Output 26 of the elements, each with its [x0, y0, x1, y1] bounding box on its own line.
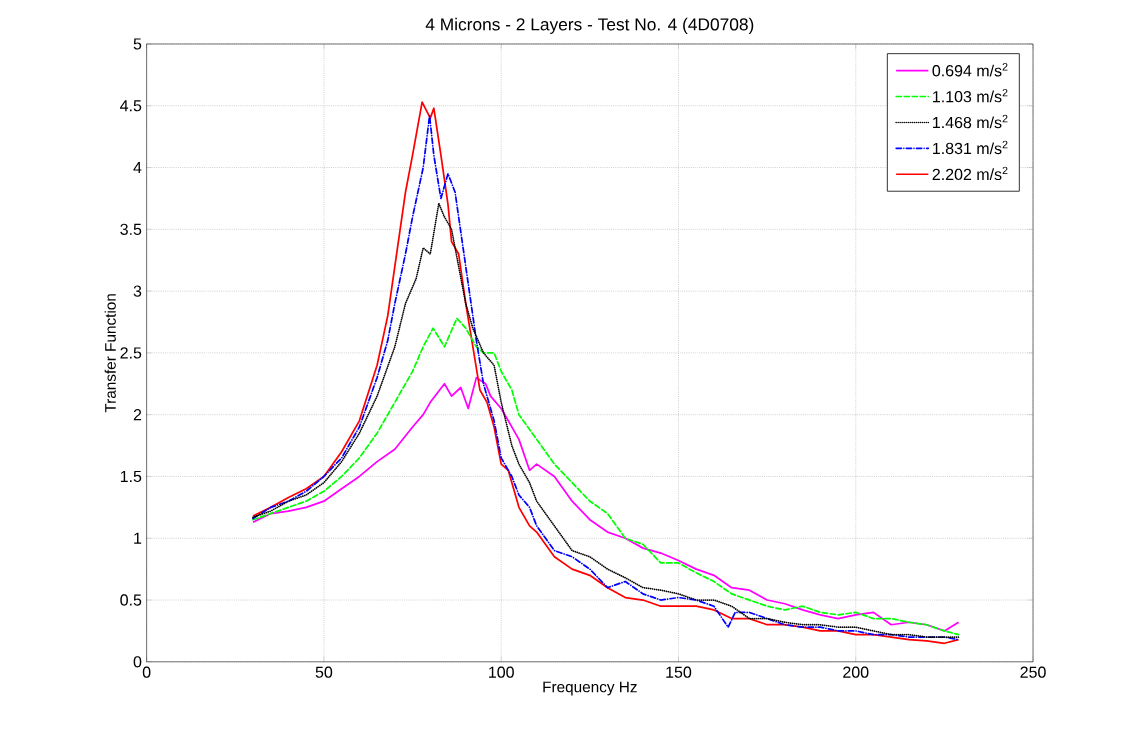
y-tick-label: 3.5 — [120, 223, 142, 236]
y-tick-label: 0 — [133, 656, 142, 668]
legend-label: 0.694 m/s$^{2}$ — [932, 63, 1008, 77]
y-axis-title: Transfer Function — [104, 294, 116, 413]
x-tick-label: 150 — [666, 666, 692, 678]
x-axis-title: Frequency Hz — [543, 681, 637, 696]
chart-title: 4 Microns - 2 Layers - Test No. 4 (4D0708) — [425, 17, 754, 35]
legend-label: 2.202 m/s$^{2}$ — [932, 166, 1008, 181]
y-tick-label: 2.5 — [120, 347, 142, 359]
x-tick-label: 250 — [1020, 666, 1046, 678]
legend-label: 1.831 m/s$^{2}$ — [933, 140, 1008, 155]
x-tick-label: 100 — [489, 666, 514, 678]
legend-label: 1.468 m/s$^{2}$ — [933, 114, 1008, 129]
y-tick-label: 4 — [133, 162, 142, 174]
legend-label: 1.103 m/s$^{2}$ — [933, 89, 1008, 103]
y-tick-label: 0.5 — [120, 594, 142, 606]
line-series — [252, 376, 960, 632]
x-tick-label: 50 — [315, 666, 333, 678]
x-tick-label: 200 — [843, 666, 869, 678]
y-tick-label: 2 — [133, 409, 142, 421]
y-tick-label: 4.5 — [120, 100, 142, 112]
y-tick-label: 3 — [133, 285, 142, 297]
y-tick-label: 1 — [134, 532, 142, 544]
y-tick-label: 5 — [133, 38, 142, 50]
x-tick-label: 0 — [142, 666, 151, 678]
y-tick-label: 1.5 — [120, 471, 142, 483]
